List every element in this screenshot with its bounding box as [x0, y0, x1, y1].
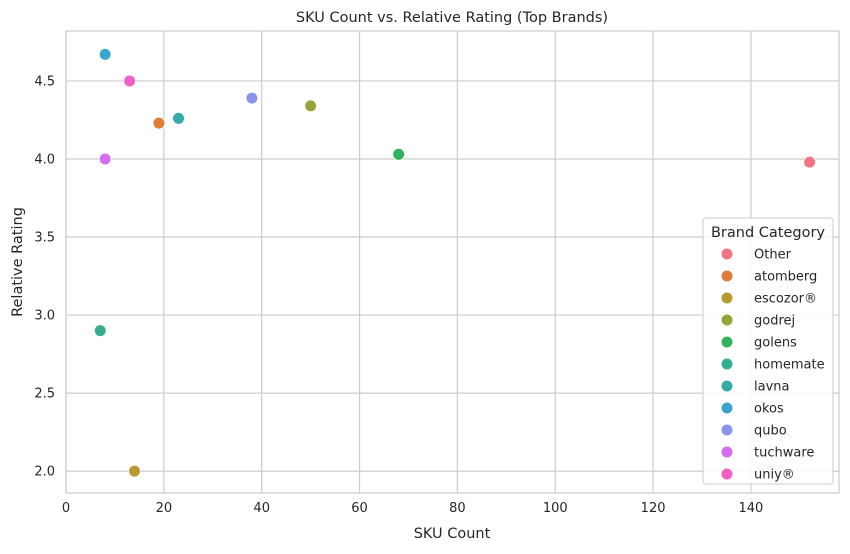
legend-marker — [720, 291, 734, 305]
legend-marker — [720, 445, 734, 459]
data-point-okos — [98, 47, 112, 61]
legend-label: homemate — [754, 358, 825, 373]
legend-box — [702, 217, 834, 485]
x-tick-label: 120 — [641, 501, 666, 516]
data-point-uniy- — [123, 74, 137, 88]
plot-frame — [65, 30, 840, 494]
legend-label: tuchware — [754, 446, 814, 461]
data-point-atomberg — [152, 116, 166, 130]
x-tick-label: 80 — [449, 501, 466, 516]
legend-item: okos — [720, 401, 784, 417]
data-point-qubo — [245, 91, 259, 105]
legend-item: godrej — [720, 313, 795, 329]
legend-item: golens — [720, 335, 797, 351]
legend-marker — [720, 423, 734, 437]
x-tick-label: 20 — [156, 501, 173, 516]
legend-item: atomberg — [720, 269, 817, 285]
data-point-godrej — [304, 99, 318, 113]
data-points — [93, 47, 817, 478]
y-tick-label: 4.5 — [34, 74, 55, 89]
x-ticks: 0 20 40 60 80 100 120 140 — [62, 501, 763, 516]
data-point-tuchware — [98, 152, 112, 166]
x-axis-label: SKU Count — [414, 526, 491, 542]
legend-item: escozor® — [720, 291, 817, 307]
legend-item: uniy® — [720, 467, 795, 483]
legend-label: okos — [754, 402, 784, 417]
y-tick-label: 2.5 — [34, 387, 55, 402]
legend-label: uniy® — [754, 468, 795, 483]
data-point-golens — [392, 147, 406, 161]
legend-marker — [720, 401, 734, 415]
data-point-lavna — [172, 111, 186, 125]
legend-item: tuchware — [720, 445, 814, 461]
legend-item: lavna — [720, 379, 789, 395]
legend-label: golens — [754, 336, 797, 351]
y-tick-label: 3.0 — [34, 309, 55, 324]
y-tick-label: 3.5 — [34, 231, 55, 246]
data-point-homemate — [93, 324, 107, 338]
y-axis-label: Relative Rating — [10, 207, 26, 317]
x-tick-label: 60 — [351, 501, 368, 516]
y-tick-label: 2.0 — [34, 465, 55, 480]
legend-label: Other — [754, 248, 792, 263]
legend: Brand Category Other atomberg escozor® godr… — [702, 217, 834, 485]
legend-marker — [720, 247, 734, 261]
legend-marker — [720, 269, 734, 283]
legend-marker — [720, 379, 734, 393]
y-tick-label: 4.0 — [34, 152, 55, 167]
legend-item: homemate — [720, 357, 825, 373]
x-tick-label: 40 — [253, 501, 270, 516]
legend-label: qubo — [754, 424, 787, 439]
legend-marker — [720, 335, 734, 349]
y-ticks: 2.0 2.5 3.0 3.5 4.0 4.5 — [34, 74, 55, 479]
legend-label: lavna — [754, 380, 789, 395]
legend-item: Other — [720, 247, 792, 263]
legend-item: qubo — [720, 423, 787, 439]
data-point-other — [803, 155, 817, 169]
legend-items: Other atomberg escozor® godrej golens homemat… — [720, 247, 825, 483]
legend-label: escozor® — [754, 292, 817, 307]
x-tick-label: 0 — [62, 501, 70, 516]
legend-title: Brand Category — [711, 225, 825, 241]
legend-marker — [720, 313, 734, 327]
x-tick-label: 140 — [739, 501, 764, 516]
data-point-escozor- — [127, 464, 141, 478]
chart-title: SKU Count vs. Relative Rating (Top Brand… — [296, 10, 608, 26]
legend-marker — [720, 467, 734, 481]
legend-label: atomberg — [754, 270, 817, 285]
x-tick-label: 100 — [543, 501, 568, 516]
legend-marker — [720, 357, 734, 371]
legend-label: godrej — [754, 314, 795, 329]
